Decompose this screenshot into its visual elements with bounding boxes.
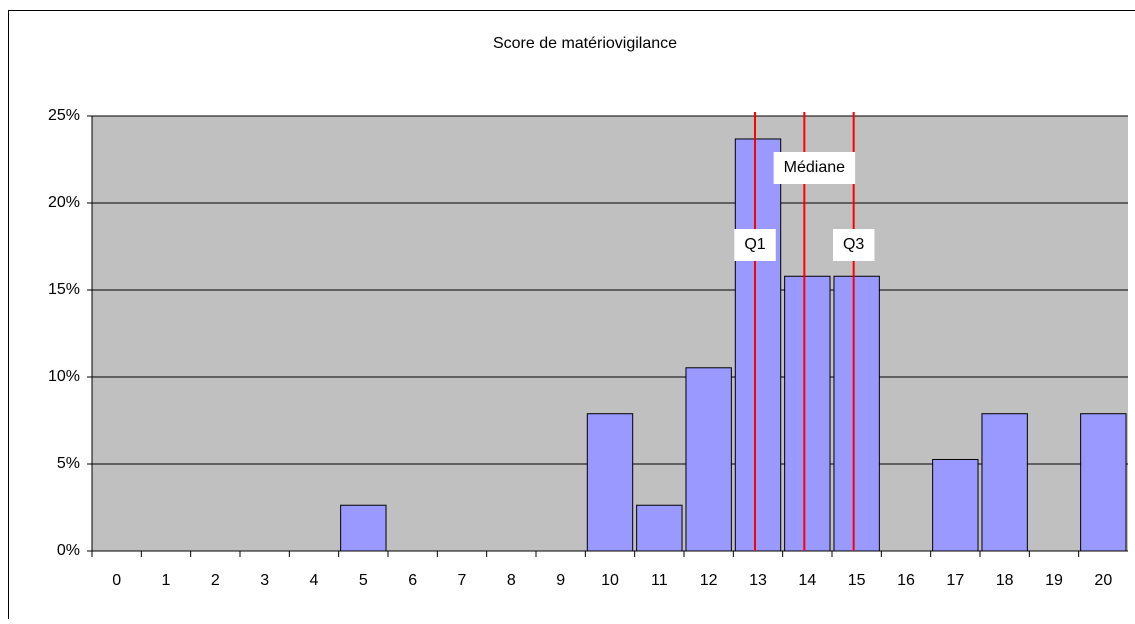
x-tick-label: 0 [112, 572, 121, 589]
y-tick-label: 25% [48, 107, 80, 124]
y-tick-label: 0% [57, 542, 80, 559]
x-tick-label: 1 [162, 572, 171, 589]
annotation-label: Médiane [784, 159, 845, 176]
x-tick-label: 7 [458, 572, 467, 589]
x-tick-label: 11 [651, 572, 668, 589]
bar [735, 139, 780, 551]
x-tick-label: 15 [848, 572, 866, 589]
bar [587, 414, 632, 551]
y-tick-label: 5% [57, 455, 80, 472]
x-tick-label: 18 [996, 572, 1014, 589]
bar [686, 368, 731, 551]
x-tick-label: 14 [798, 572, 816, 589]
x-tick-label: 16 [897, 572, 915, 589]
bar [982, 414, 1027, 551]
y-tick-label: 15% [48, 281, 80, 298]
y-tick-label: 20% [48, 194, 80, 211]
x-tick-label: 12 [700, 572, 718, 589]
y-tick-label: 10% [48, 368, 80, 385]
x-tick-label: 17 [946, 572, 964, 589]
annotation-label: Q3 [843, 236, 864, 253]
x-tick-label: 2 [211, 572, 220, 589]
chart-title: Score de matériovigilance [493, 35, 677, 52]
x-tick-label: 9 [556, 572, 565, 589]
x-tick-label: 20 [1094, 572, 1112, 589]
x-tick-label: 8 [507, 572, 516, 589]
bar [637, 505, 682, 551]
bar [933, 459, 978, 551]
bar [341, 505, 386, 551]
annotation-label: Q1 [744, 236, 765, 253]
bar [834, 276, 879, 551]
x-tick-label: 5 [359, 572, 368, 589]
x-tick-label: 10 [601, 572, 619, 589]
x-tick-label: 19 [1045, 572, 1063, 589]
x-tick-label: 13 [749, 572, 767, 589]
x-tick-label: 6 [408, 572, 417, 589]
bar [1081, 414, 1126, 551]
bar [785, 276, 830, 551]
x-tick-label: 3 [260, 572, 269, 589]
x-tick-label: 4 [310, 572, 319, 589]
